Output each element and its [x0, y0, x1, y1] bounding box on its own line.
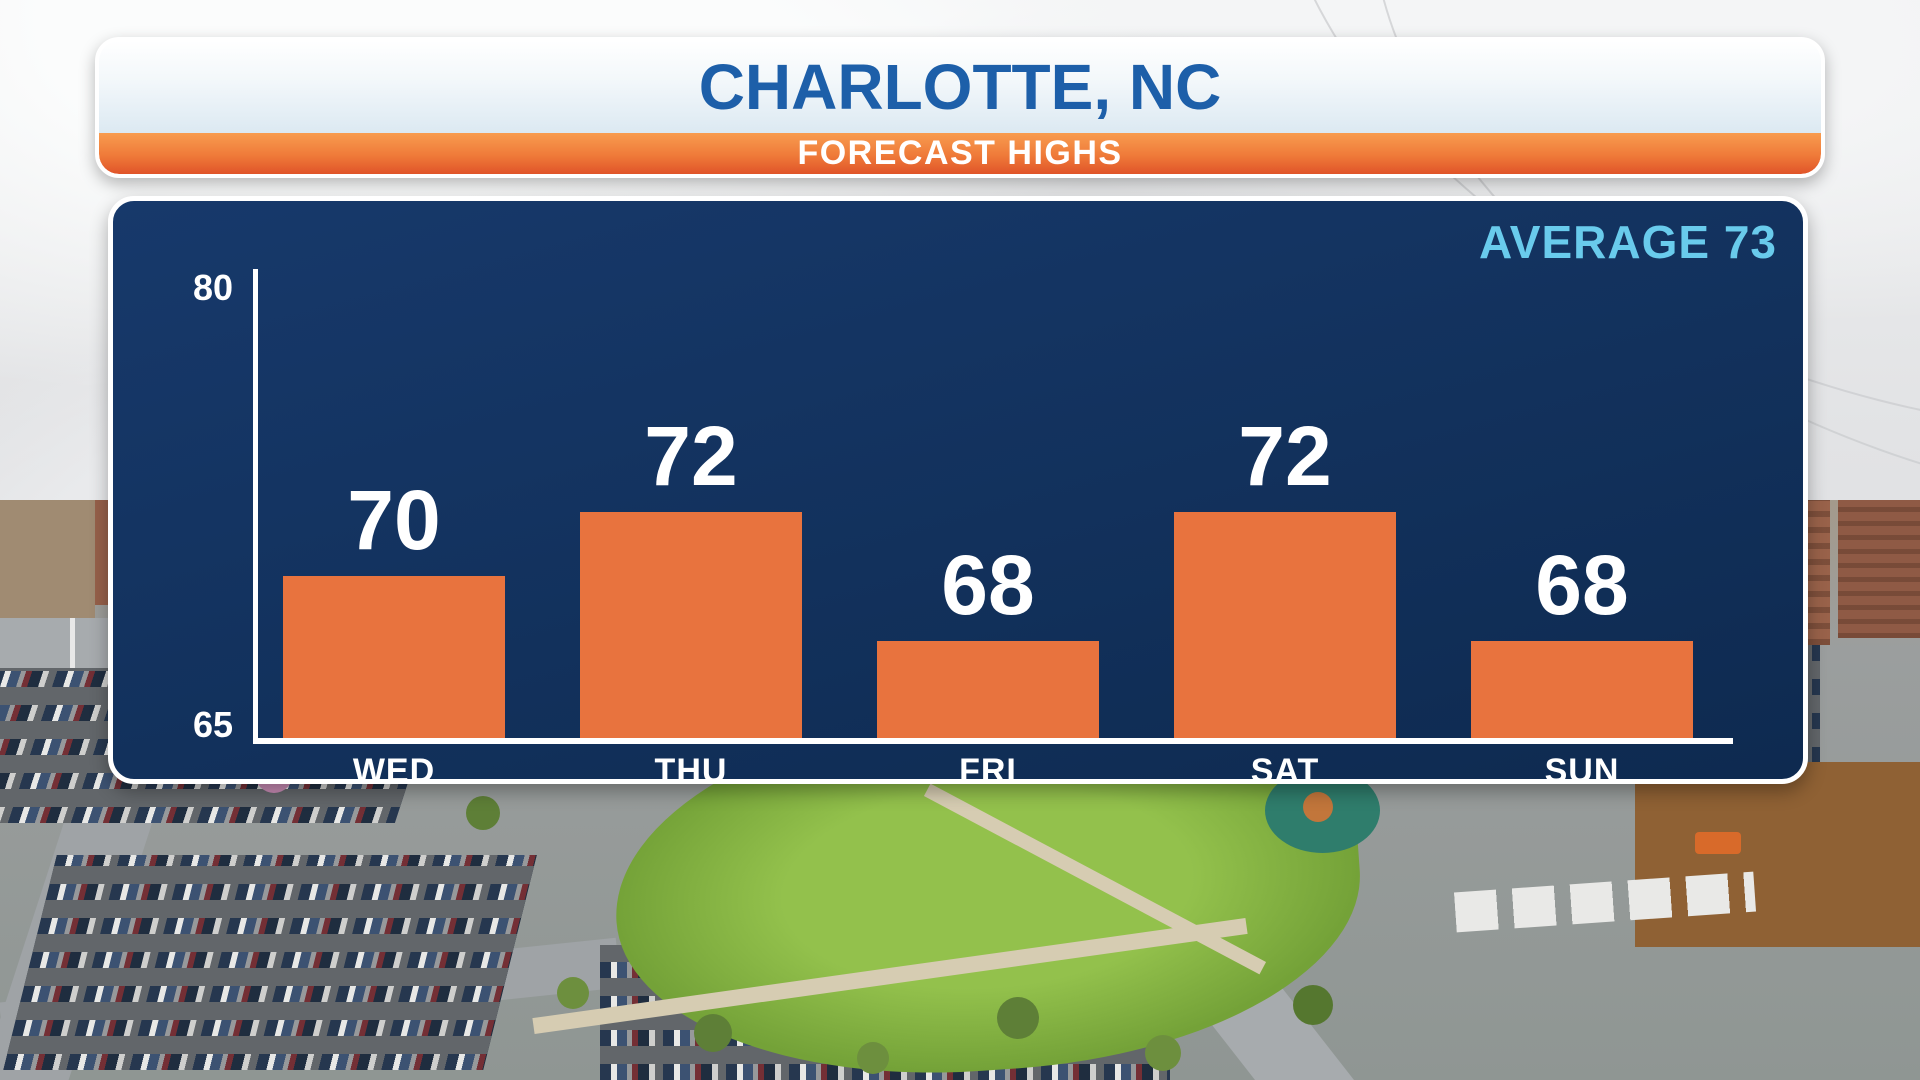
day-label-wed: WED: [352, 752, 436, 790]
y-axis-line: [253, 269, 258, 743]
photo-brick-tower: [1838, 500, 1920, 638]
day-label-sat: SAT: [1250, 752, 1320, 790]
photo-flowering-trees: [0, 500, 24, 524]
photo-construction-lot: [1453, 762, 1920, 947]
location-title: CHARLOTTE, NC: [698, 51, 1222, 123]
y-tick-80: 80: [192, 267, 233, 308]
subtitle-label: FORECAST HIGHS: [797, 134, 1123, 172]
location-banner: CHARLOTTE, NC: [99, 41, 1821, 133]
bar-chart-plot: 80 65 70 WED 72 THU 68 FRI 72 SAT 68 SUN: [113, 201, 1803, 790]
day-label-sun: SUN: [1544, 752, 1620, 790]
x-axis-line: [253, 738, 1733, 744]
bar-fri: [877, 641, 1099, 738]
day-label-fri: FRI: [959, 752, 1017, 790]
day-label-thu: THU: [654, 752, 728, 790]
forecast-board: AVERAGE 73 80 65 70 WED 72 THU 68 FRI 72 SAT 68 S…: [108, 196, 1808, 790]
bar-wed: [283, 576, 505, 738]
photo-excavator: [1695, 832, 1741, 854]
bar-value-thu: 72: [644, 409, 738, 503]
photo-building: [0, 500, 95, 640]
header-card: CHARLOTTE, NC FORECAST HIGHS: [95, 37, 1825, 178]
bar-value-sat: 72: [1238, 409, 1332, 503]
photo-parking-lot: [3, 855, 537, 1070]
subtitle-banner: FORECAST HIGHS: [99, 133, 1821, 174]
bar-value-sun: 68: [1535, 538, 1629, 632]
y-tick-65: 65: [192, 704, 233, 745]
bar-sat: [1174, 512, 1396, 738]
bar-sun: [1471, 641, 1693, 738]
bar-thu: [580, 512, 802, 738]
bar-value-fri: 68: [941, 538, 1035, 632]
bar-value-wed: 70: [347, 473, 441, 567]
photo-trucks: [1453, 871, 1757, 933]
average-callout: AVERAGE 73: [1478, 216, 1777, 268]
